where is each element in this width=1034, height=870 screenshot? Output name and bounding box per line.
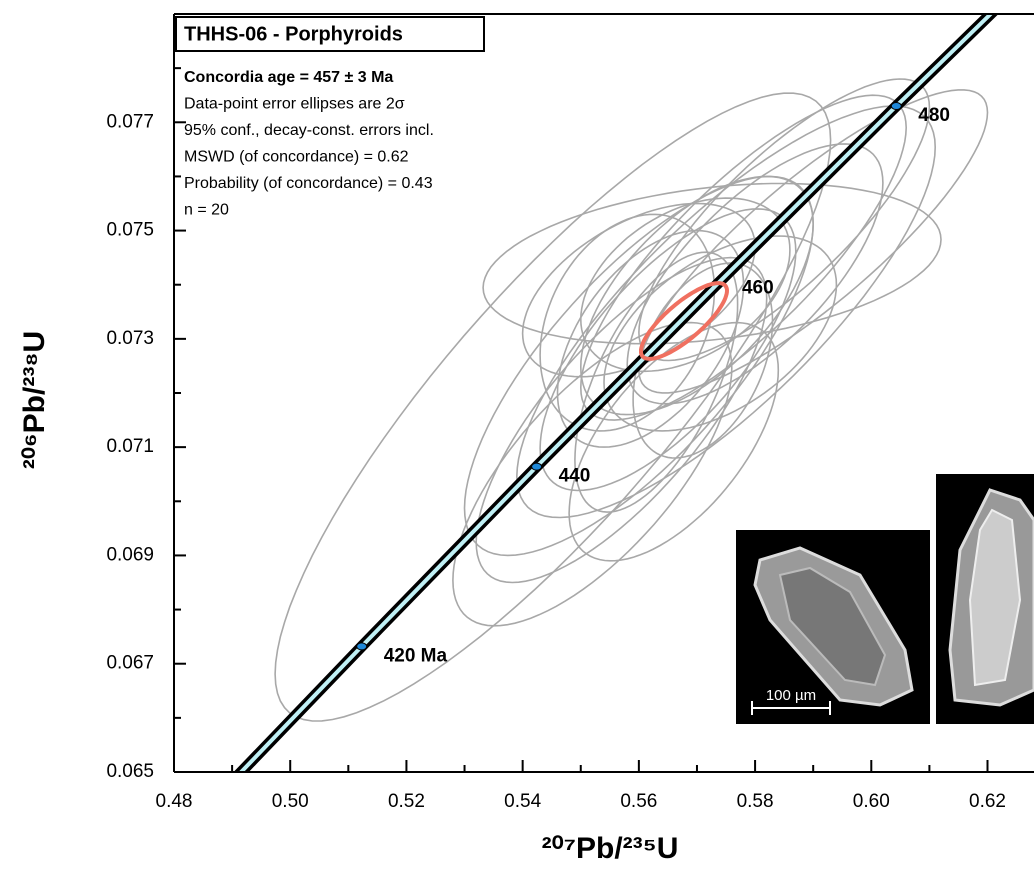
age-marker xyxy=(531,462,543,471)
title-box xyxy=(175,16,485,52)
y-tick-label: 0.073 xyxy=(106,328,154,349)
age-marker xyxy=(356,642,368,651)
insets: 100 µm xyxy=(736,474,1034,724)
error-ellipse xyxy=(475,256,768,584)
zircon-core xyxy=(968,508,1022,687)
error-ellipse xyxy=(274,92,832,722)
x-tick-label: 0.50 xyxy=(272,791,309,812)
plot-area xyxy=(233,14,999,772)
x-tick-label: 0.54 xyxy=(504,791,541,812)
x-tick-label: 0.62 xyxy=(969,791,1006,812)
annotation: 95% conf., decay-const. errors incl. xyxy=(184,122,434,139)
error-ellipse xyxy=(539,208,797,492)
x-tick-label: 0.48 xyxy=(156,791,193,812)
annotations: Concordia age = 457 ± 3 Ma Data-point err… xyxy=(184,69,434,219)
concordia-age-ellipse xyxy=(639,281,730,361)
age-label: 480 xyxy=(918,105,950,126)
y-tick-label: 0.075 xyxy=(106,220,154,241)
error-ellipse xyxy=(568,321,780,562)
error-ellipse xyxy=(579,94,908,421)
concordia-band xyxy=(238,14,994,772)
error-ellipse xyxy=(579,175,815,416)
error-ellipse xyxy=(515,105,937,519)
error-ellipse xyxy=(452,321,733,627)
x-tick-label: 0.56 xyxy=(620,791,657,812)
error-ellipse xyxy=(556,229,745,448)
annotation: n = 20 xyxy=(184,202,229,219)
y-tick-label: 0.077 xyxy=(106,111,154,132)
y-axis-label: ²⁰⁶Pb/²³⁸U xyxy=(18,331,51,469)
y-tick-label: 0.067 xyxy=(106,653,154,674)
age-label: 460 xyxy=(742,277,774,298)
error-ellipse xyxy=(626,143,884,405)
annotation: Concordia age = 457 ± 3 Ma xyxy=(184,69,393,86)
scale-label: 100 µm xyxy=(766,687,816,704)
error-ellipse xyxy=(638,89,989,394)
x-tick-label: 0.60 xyxy=(853,791,890,812)
chart-title: THHS-06 - Porphyroids xyxy=(184,23,403,45)
error-ellipse xyxy=(482,182,942,345)
age-label: 440 xyxy=(559,466,591,487)
x-axis-label: ²⁰⁷Pb/²³⁵U xyxy=(542,832,679,865)
y-tick-label: 0.065 xyxy=(106,761,154,782)
axes xyxy=(173,13,1034,773)
y-tick-label: 0.071 xyxy=(106,436,154,457)
age-label: 420 Ma xyxy=(384,645,448,666)
age-marker xyxy=(890,102,902,111)
zircon-core xyxy=(778,566,887,687)
annotation: Data-point error ellipses are 2σ xyxy=(184,96,405,113)
x-tick-label: 0.52 xyxy=(388,791,425,812)
error-ellipse xyxy=(579,197,791,373)
error-ellipse xyxy=(574,251,739,513)
x-tick-label: 0.58 xyxy=(737,791,774,812)
error-ellipse xyxy=(539,213,716,432)
annotation: Probability (of concordance) = 0.43 xyxy=(184,175,433,192)
y-tick-label: 0.069 xyxy=(106,544,154,565)
annotation: MSWD (of concordance) = 0.62 xyxy=(184,149,409,166)
error-ellipse xyxy=(638,78,931,362)
